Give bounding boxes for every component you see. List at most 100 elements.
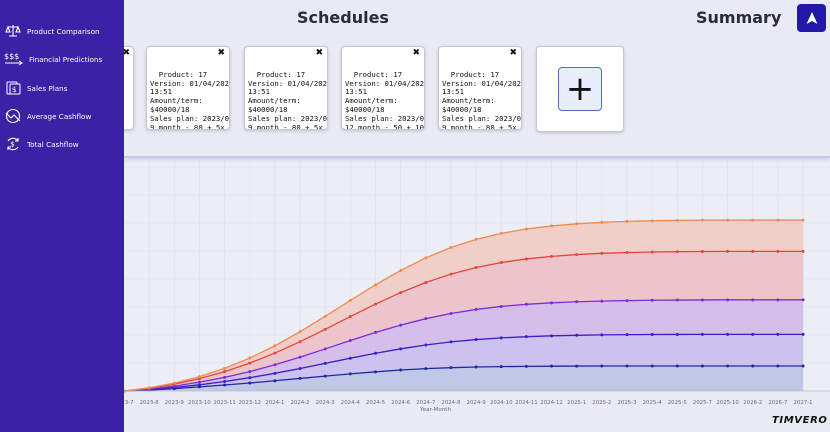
series-point (424, 280, 428, 284)
series-point (675, 332, 679, 336)
scroll-up-button[interactable] (797, 4, 826, 32)
series-point (248, 381, 252, 385)
x-tick-label: 2023-7 (114, 400, 133, 406)
x-tick-label: 2023-9 (165, 400, 185, 406)
x-tick-label: 2024-2 (291, 400, 310, 406)
x-axis-title: Year-Month (420, 407, 452, 413)
x-tick-label: 2024-6 (391, 400, 411, 406)
series-point (323, 347, 327, 351)
series-point (172, 381, 176, 385)
series-point (776, 249, 780, 253)
series-point (399, 268, 403, 272)
series-point (751, 332, 755, 336)
series-point (575, 300, 579, 304)
series-point (474, 338, 478, 342)
series-point (499, 365, 503, 369)
x-tick-label: 2025-1 (567, 400, 586, 406)
x-tick-label: 2024-8 (441, 400, 461, 406)
sidebar-item-financial-predictions[interactable]: $$$ Financial Predictions (4, 50, 102, 68)
x-tick-label: 2023-10 (188, 400, 211, 406)
close-icon[interactable]: ✖ (122, 48, 130, 58)
series-point (700, 218, 704, 222)
sidebar: Product Comparison $$$ Financial Predict… (0, 0, 124, 432)
series-point (726, 298, 730, 302)
svg-text:$: $ (12, 86, 16, 94)
series-point (499, 304, 503, 308)
series-point (273, 344, 277, 348)
x-tick-label: 2024-10 (490, 400, 513, 406)
series-point (675, 218, 679, 222)
series-point (273, 371, 277, 375)
x-tick-label: 2023-8 (140, 400, 160, 406)
series-point (474, 237, 478, 241)
sidebar-item-sales-plans[interactable]: $ Sales Plans (4, 79, 67, 97)
sidebar-item-total-cashflow[interactable]: $ Total Cashflow (4, 135, 79, 153)
add-schedule-card: + (536, 46, 624, 132)
close-icon[interactable]: ✖ (412, 48, 420, 58)
schedule-card[interactable]: ✖ Product: 17 Version: 01/04/2023, 13:51 … (244, 46, 328, 130)
series-point (223, 375, 227, 379)
add-schedule-button[interactable]: + (558, 67, 602, 111)
series-point (650, 364, 654, 368)
close-icon[interactable]: ✖ (509, 48, 517, 58)
series-point (575, 222, 579, 226)
schedule-card[interactable]: ✖ Product: 17 Version: 01/04/2023, 13:51 … (341, 46, 425, 130)
series-point (248, 356, 252, 360)
series-point (600, 333, 604, 337)
series-point (625, 364, 629, 368)
series-point (524, 302, 528, 306)
sidebar-item-product-comparison[interactable]: Product Comparison (4, 22, 100, 40)
series-point (650, 219, 654, 223)
series-point (726, 364, 730, 368)
series-point (298, 355, 302, 359)
x-tick-label: 2025-4 (643, 400, 663, 406)
x-tick-label: 2023-11 (213, 400, 236, 406)
series-point (348, 339, 352, 343)
schedule-card-text: Product: 17 Version: 01/04/2023, 13:51 A… (248, 69, 328, 130)
series-point (424, 317, 428, 321)
close-icon[interactable]: ✖ (315, 48, 323, 58)
series-point (374, 302, 377, 306)
series-point (474, 365, 478, 369)
series-point (650, 333, 654, 337)
series-point (248, 370, 252, 374)
series-point (424, 343, 428, 347)
x-tick-label: 2024-9 (467, 400, 487, 406)
series-point (625, 333, 629, 337)
series-point (801, 332, 805, 336)
series-area (124, 334, 804, 391)
series-point (197, 380, 201, 384)
sidebar-item-average-cashflow[interactable]: Average Cashflow (4, 107, 91, 125)
series-point (449, 340, 453, 344)
series-point (550, 301, 554, 305)
x-tick-label: 2023-12 (238, 400, 261, 406)
schedule-card-text: Product: 17 Version: 01/04/2023, 13:51 A… (442, 69, 522, 130)
series-point (223, 366, 227, 370)
schedule-card[interactable]: ✖ Product: 17 Version: 01/04/2023, 13:51 … (438, 46, 522, 130)
close-icon[interactable]: ✖ (217, 48, 225, 58)
series-point (726, 332, 730, 336)
series-point (801, 249, 805, 253)
trend-down-icon (4, 107, 22, 125)
series-point (650, 298, 654, 302)
series-point (323, 374, 327, 378)
schedule-card[interactable]: ✖ Product: 17 Version: 01/04/2023, 13:51 … (146, 46, 230, 130)
series-point (449, 272, 453, 276)
schedules-title: Schedules (297, 8, 389, 27)
series-point (197, 383, 201, 387)
series-point (751, 249, 755, 253)
series-point (197, 375, 201, 379)
series-point (248, 361, 252, 365)
series-point (801, 298, 805, 302)
series-point (424, 256, 428, 260)
x-tick-label: 2025-7 (693, 400, 712, 406)
series-area (124, 299, 804, 391)
series-point (650, 250, 654, 254)
x-tick-label: 2024-12 (540, 400, 563, 406)
x-tick-label: 2024-3 (316, 400, 335, 406)
series-point (801, 218, 805, 222)
series-point (273, 363, 277, 367)
series-point (223, 383, 227, 387)
